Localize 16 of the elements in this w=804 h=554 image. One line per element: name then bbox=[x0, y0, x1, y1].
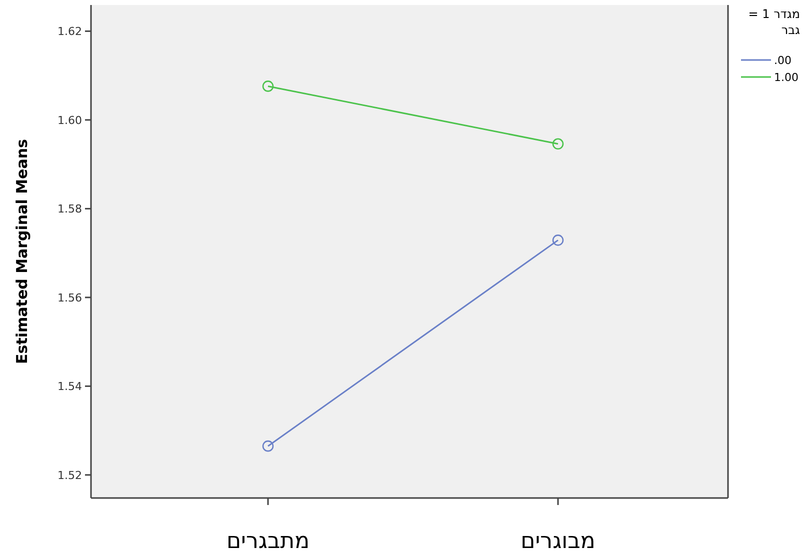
y-tick-label: 1.56 bbox=[58, 291, 82, 304]
point bbox=[552, 234, 564, 246]
y-tick-label: 1.58 bbox=[58, 202, 82, 216]
y-tick-label: 1.60 bbox=[58, 114, 82, 127]
y-tick-label: 1.54 bbox=[58, 380, 82, 394]
y-axis-title: Estimated Marginal Means bbox=[13, 139, 31, 364]
legend-label: .00 bbox=[774, 54, 792, 67]
y-tick-label: 1.52 bbox=[58, 468, 82, 482]
y-tick-label: 1.62 bbox=[58, 25, 82, 38]
x-tick-label: מתבגרים bbox=[226, 529, 310, 554]
legend-title: מגדר 1 = גבר bbox=[748, 7, 800, 37]
x-tick-label: מבוגרים bbox=[520, 529, 596, 554]
legend-label: 1.00 bbox=[774, 71, 798, 84]
point bbox=[552, 138, 564, 150]
point bbox=[262, 440, 274, 452]
point bbox=[262, 80, 274, 92]
